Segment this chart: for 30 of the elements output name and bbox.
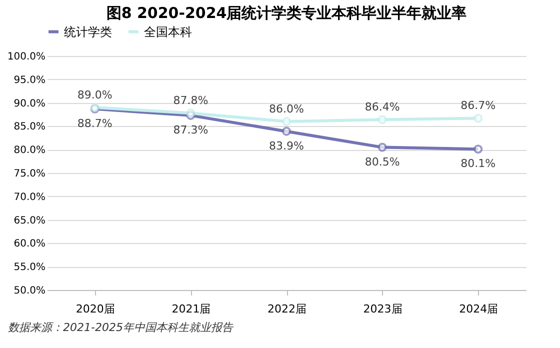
- y-tick-label: 75.0%: [14, 168, 46, 180]
- data-label: 80.5%: [364, 155, 400, 168]
- data-label: 89.0%: [77, 88, 112, 102]
- x-tick-label: 2020届: [76, 302, 115, 316]
- data-label: 83.9%: [269, 139, 304, 152]
- legend-label: 全国本科: [144, 24, 192, 39]
- x-tick-label: 2024届: [459, 302, 498, 316]
- source-note: 数据来源：2021-2025年中国本科生就业报告: [8, 320, 234, 335]
- y-tick-label: 65.0%: [14, 215, 46, 226]
- data-label: 87.8%: [173, 94, 208, 108]
- y-tick-label: 100.0%: [7, 52, 46, 62]
- legend-label: 统计学类: [64, 24, 112, 39]
- y-tick-label: 95.0%: [14, 74, 46, 86]
- data-label: 86.7%: [460, 99, 496, 112]
- y-tick-label: 80.0%: [14, 145, 46, 156]
- y-tick-label: 50.0%: [14, 286, 46, 296]
- x-tick-label: 2021届: [172, 302, 211, 316]
- x-tick-label: 2023届: [363, 302, 402, 316]
- y-tick-label: 55.0%: [14, 262, 46, 274]
- y-tick-label: 60.0%: [14, 238, 46, 250]
- data-label: 86.0%: [269, 102, 304, 116]
- y-tick-label: 85.0%: [14, 122, 46, 133]
- x-tick-label: 2022届: [268, 302, 306, 316]
- data-label: 80.1%: [460, 157, 496, 170]
- y-tick-label: 90.0%: [14, 98, 46, 110]
- data-label: 88.7%: [77, 116, 112, 130]
- y-tick-label: 70.0%: [14, 192, 46, 203]
- chart-title: 图8 2020-2024届统计学类专业本科毕业半年就业率: [106, 4, 467, 22]
- data-label: 87.3%: [173, 123, 208, 136]
- data-label: 86.4%: [364, 100, 400, 114]
